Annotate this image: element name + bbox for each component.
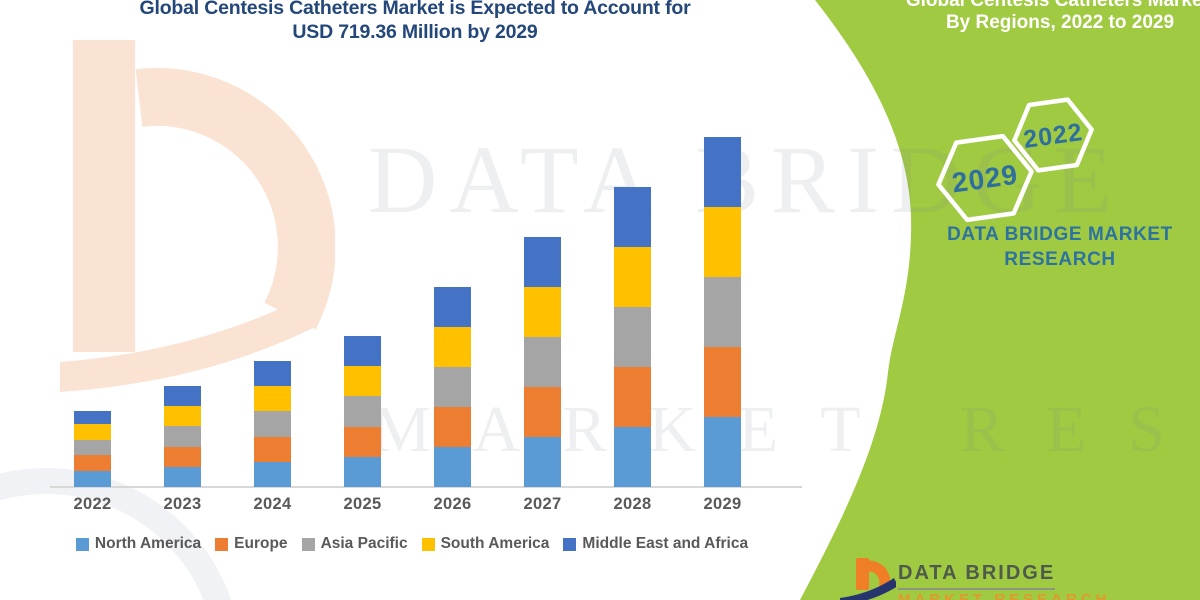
legend-label-middle-east-and-africa: Middle East and Africa (582, 535, 749, 552)
bar-2026-segment-asia-pacific (434, 367, 471, 408)
legend-swatch-europe (215, 537, 229, 551)
x-label-2028: 2028 (613, 495, 652, 513)
x-label-2023: 2023 (163, 495, 202, 513)
brand-text: DATA BRIDGE MARKET RESEARCH (905, 222, 1200, 272)
chart-title: Global Centesis Catheters Market is Expe… (0, 0, 830, 44)
bar-2023-segment-middle-east-and-africa (164, 386, 201, 407)
bar-2024-segment-south-america (254, 386, 291, 412)
bar-2022-segment-north-america (74, 471, 111, 487)
legend-label-asia-pacific: Asia Pacific (320, 535, 408, 552)
x-label-2026: 2026 (433, 495, 472, 513)
bar-2026 (434, 287, 471, 487)
legend-label-europe: Europe (234, 535, 288, 552)
bar-2025-segment-north-america (344, 456, 381, 487)
bar-2025-segment-south-america (344, 366, 381, 397)
footer-brand-sub: MARKET RESEARCH (898, 591, 1111, 600)
bar-2027-segment-asia-pacific (524, 336, 561, 387)
bar-2028-segment-asia-pacific (614, 307, 651, 368)
footer-brand-name: DATA BRIDGE (898, 562, 1056, 590)
bar-2028-segment-europe (614, 367, 651, 428)
bar-2024 (254, 361, 291, 487)
year-hexagons: 2029 2022 (936, 97, 1094, 223)
legend-item-middle-east-and-africa: Middle East and Africa (563, 536, 748, 552)
legend-swatch-south-america (421, 537, 435, 551)
hexagon-2022: 2022 (1012, 97, 1094, 173)
bar-2026-segment-middle-east-and-africa (434, 287, 471, 328)
bar-2028-segment-middle-east-and-africa (614, 187, 651, 248)
bar-2029 (704, 136, 741, 487)
panel-title-line1: Global Centesis Catheters Market, (905, 0, 1200, 11)
bar-2022-segment-south-america (74, 423, 111, 440)
bar-2029-segment-europe (704, 347, 741, 417)
bar-2028 (614, 187, 651, 487)
brand-text-line1: DATA BRIDGE MARKET (947, 224, 1173, 245)
bar-2029-segment-middle-east-and-africa (704, 136, 741, 207)
footer-brand: DATA BRIDGE MARKET RESEARCH (898, 562, 1111, 600)
bar-2022 (74, 411, 111, 487)
bar-2029-segment-asia-pacific (704, 277, 741, 347)
bar-2023-segment-europe (164, 446, 201, 467)
bar-2029-segment-south-america (704, 207, 741, 277)
legend-swatch-north-america (75, 537, 89, 551)
legend-item-europe: Europe (215, 535, 288, 552)
legend-swatch-middle-east-and-africa (563, 537, 577, 551)
legend-item-asia-pacific: Asia Pacific (301, 535, 408, 552)
chart-title-line1: Global Centesis Catheters Market is Expe… (139, 0, 691, 19)
bar-2023-segment-asia-pacific (164, 426, 201, 447)
legend-item-north-america: North America (75, 535, 202, 552)
x-label-2025: 2025 (343, 495, 382, 513)
x-label-2022: 2022 (73, 495, 112, 513)
panel-title: Global Centesis Catheters Market, By Reg… (905, 0, 1200, 34)
footer-b-logo (840, 558, 896, 600)
bar-2028-segment-south-america (614, 247, 651, 308)
bar-2027-segment-south-america (524, 286, 561, 337)
hexagon-2022-label: 2022 (1022, 118, 1085, 154)
bar-2027 (524, 236, 561, 487)
legend-label-south-america: South America (440, 535, 550, 552)
bar-2026-segment-europe (434, 407, 471, 448)
bar-2024-segment-middle-east-and-africa (254, 361, 291, 387)
legend-item-south-america: South America (421, 535, 550, 552)
bar-2026-segment-south-america (434, 327, 471, 368)
chart-legend: North America Europe Asia Pacific South Ame… (0, 536, 824, 552)
bar-2027-segment-north-america (524, 436, 561, 487)
bar-2024-segment-north-america (254, 461, 291, 487)
x-axis-line (50, 486, 802, 488)
bar-2025-segment-asia-pacific (344, 396, 381, 427)
panel-title-line2: By Regions, 2022 to 2029 (945, 12, 1175, 33)
bar-2026-segment-north-america (434, 447, 471, 487)
x-label-2027: 2027 (523, 495, 562, 513)
legend-swatch-asia-pacific (301, 537, 315, 551)
bar-2025-segment-europe (344, 426, 381, 457)
bar-2024-segment-asia-pacific (254, 411, 291, 437)
bar-2025-segment-middle-east-and-africa (344, 335, 381, 367)
bar-2022-segment-middle-east-and-africa (74, 411, 111, 424)
bar-2028-segment-north-america (614, 427, 651, 487)
brand-text-line2: RESEARCH (1004, 249, 1116, 270)
bar-2023-segment-north-america (164, 466, 201, 487)
bar-2023-segment-south-america (164, 406, 201, 427)
bar-2023 (164, 386, 201, 487)
bar-2027-segment-europe (524, 386, 561, 437)
x-label-2029: 2029 (703, 495, 742, 513)
bar-2022-segment-europe (74, 455, 111, 472)
bar-2027-segment-middle-east-and-africa (524, 236, 561, 287)
x-label-2024: 2024 (253, 495, 292, 513)
legend-label-north-america: North America (94, 535, 202, 552)
bar-2029-segment-north-america (704, 417, 741, 487)
chart-title-line2: USD 719.36 Million by 2029 (292, 21, 538, 43)
bar-2022-segment-asia-pacific (74, 439, 111, 456)
bar-2024-segment-europe (254, 436, 291, 462)
hexagon-2029-label: 2029 (950, 159, 1020, 199)
bar-2025 (344, 335, 381, 487)
